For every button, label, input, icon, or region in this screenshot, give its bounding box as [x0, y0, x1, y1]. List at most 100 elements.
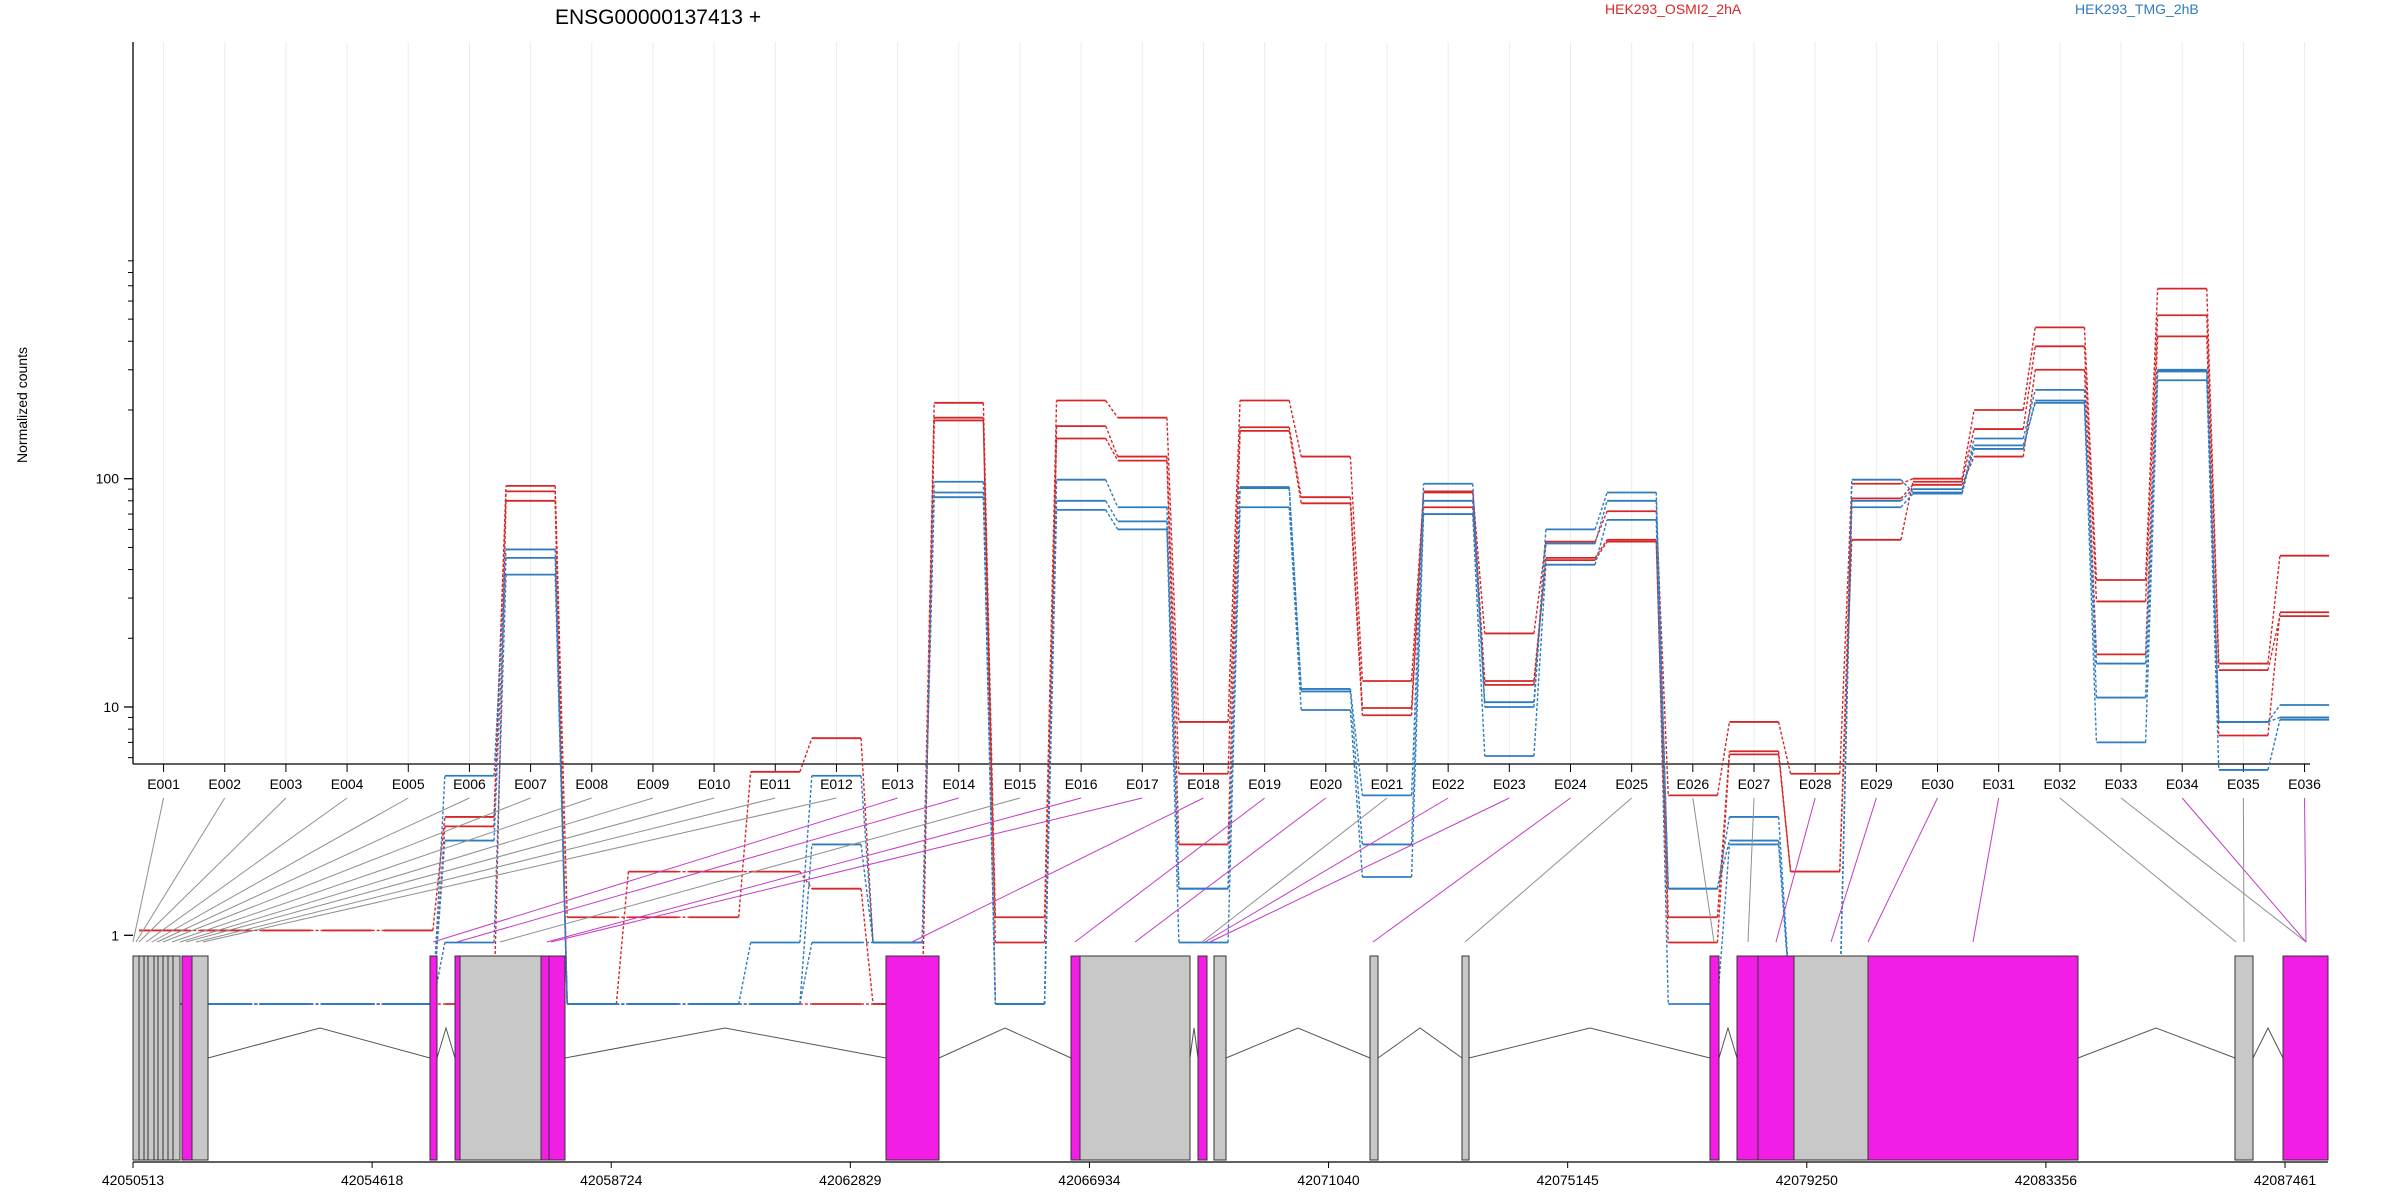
transition-segment: [1900, 493, 1914, 508]
transition-segment: [1900, 488, 1914, 502]
exon-connector: [432, 797, 898, 943]
exon-label: E016: [1065, 776, 1098, 792]
exon-connector: [1830, 797, 1877, 943]
transition-segment: [1166, 456, 1180, 774]
genomic-tick-label: 42079250: [1776, 1172, 1839, 1188]
transition-segment: [2267, 615, 2281, 671]
exon-block-highlighted: [2282, 955, 2329, 1161]
transition-segment: [2144, 288, 2159, 581]
exon-connector: [2059, 797, 2237, 943]
transition-segment: [2267, 612, 2281, 736]
transition-segment: [2022, 400, 2036, 450]
transition-segment: [1227, 488, 1241, 889]
exon-block: [138, 955, 145, 1161]
genomic-tick-label: 42062829: [819, 1172, 882, 1188]
transition-segment: [2083, 400, 2098, 664]
exon-block-highlighted: [1070, 955, 1081, 1161]
exon-connector: [1204, 797, 1449, 943]
exon-label: E018: [1187, 776, 1220, 792]
transition-segment: [1961, 456, 1975, 486]
transition-segment: [1105, 500, 1119, 522]
exon-label: E013: [881, 776, 914, 792]
series-lines: [139, 287, 2330, 1005]
transition-segment: [799, 737, 813, 773]
transition-segment: [1166, 460, 1180, 845]
transition-segment: [1043, 438, 1058, 943]
transition-segment: [1655, 519, 1669, 1005]
exon-label: E008: [575, 776, 608, 792]
transition-segment: [1533, 560, 1547, 685]
transition-segment: [1839, 507, 1853, 1005]
transition-segment: [738, 771, 752, 918]
exon-connector: [1867, 797, 1938, 943]
exon-label: E028: [1799, 776, 1832, 792]
transition-segment: [2144, 371, 2159, 664]
transition-segment: [1105, 509, 1119, 530]
exon-connector: [151, 797, 409, 943]
genomic-tick-label: 42083356: [2015, 1172, 2078, 1188]
series-1-line-1: [139, 370, 2330, 1005]
exon-connector: [179, 797, 654, 943]
transition-segment: [860, 888, 874, 1005]
transition-segment: [1349, 497, 1364, 709]
exon-connector: [1747, 797, 1755, 943]
intron-line: [1718, 1026, 1738, 1059]
exon-connector: [1209, 797, 1510, 943]
exon-label: E033: [2105, 776, 2138, 792]
exon-connector: [138, 797, 287, 943]
exon-connector: [156, 797, 470, 943]
transition-segment: [1288, 427, 1302, 498]
transition-segment: [982, 497, 997, 1005]
transition-segment: [1839, 483, 1853, 774]
transition-segment: [1410, 491, 1425, 682]
y-tick-label: 10: [103, 699, 119, 715]
exon-label: E019: [1248, 776, 1281, 792]
intron-line: [938, 1027, 1072, 1059]
transition-segment: [799, 942, 813, 1005]
transition-segment: [1105, 438, 1119, 461]
exon-connector: [1972, 797, 2000, 943]
exon-label: E011: [759, 776, 791, 792]
exon-block: [459, 955, 542, 1161]
transition-segment: [1166, 529, 1180, 943]
exon-block-highlighted: [181, 955, 193, 1161]
exon-block-highlighted: [885, 955, 940, 1161]
exon-block-highlighted: [1757, 955, 1795, 1161]
exon-block: [1461, 955, 1470, 1161]
exon-block: [1079, 955, 1191, 1161]
exon-label: E027: [1738, 776, 1771, 792]
exon-label: E030: [1921, 776, 1954, 792]
gene-model: [132, 955, 2329, 1161]
transition-segment: [2206, 369, 2220, 722]
series-0-line-1: [139, 314, 2330, 1005]
transition-segment: [1900, 481, 1914, 540]
exon-block-highlighted: [540, 955, 550, 1161]
transition-segment: [1410, 514, 1425, 878]
transition-segment: [1716, 816, 1731, 889]
exon-label: E005: [392, 776, 425, 792]
exon-connector: [195, 797, 776, 943]
transition-segment: [1961, 445, 1975, 494]
transition-segment: [2022, 327, 2036, 411]
exon-label: E029: [1860, 776, 1893, 792]
exon-label: E012: [820, 776, 853, 792]
transition-segment: [615, 871, 630, 1005]
exon-block: [1213, 955, 1227, 1161]
intron-line: [1468, 1027, 1711, 1059]
intron-line: [2077, 1027, 2236, 1059]
transition-segment: [738, 942, 752, 1005]
genomic-axis: 42050513 42054618 42058724 42062829 42066934…: [102, 1161, 2328, 1188]
transition-segment: [1105, 479, 1119, 508]
exon-label: E026: [1676, 776, 1709, 792]
exon-block-highlighted: [1736, 955, 1759, 1161]
transition-segment: [1349, 456, 1364, 682]
exon-label: E021: [1371, 776, 1404, 792]
exon-block: [172, 955, 181, 1161]
exon-label: E020: [1309, 776, 1342, 792]
intron-line: [207, 1027, 431, 1059]
exon-connector: [550, 797, 1143, 943]
exon-label: E036: [2288, 776, 2321, 792]
transition-segment: [1594, 519, 1608, 565]
transition-segment: [1410, 500, 1425, 845]
transition-segment: [2267, 716, 2281, 723]
